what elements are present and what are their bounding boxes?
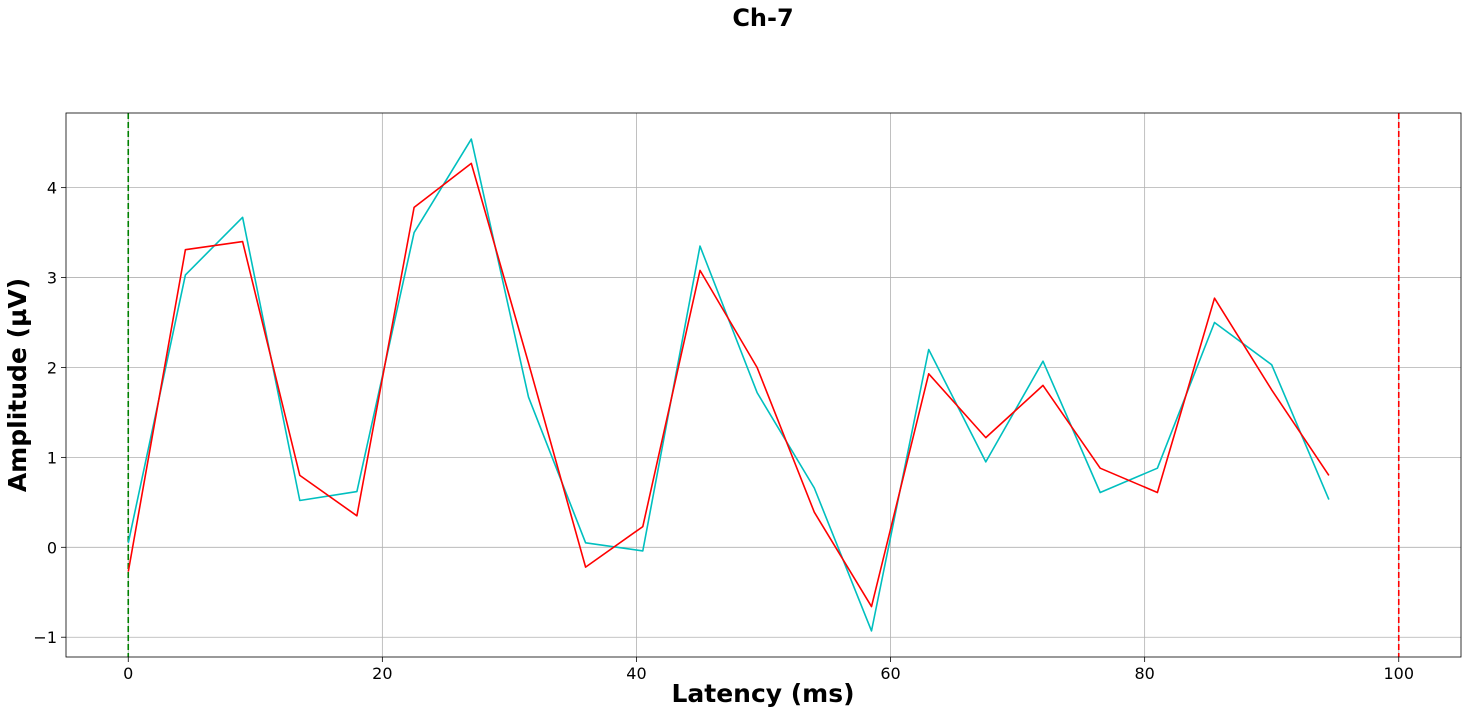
axis-ticks: 0 20 40 60 80 100 −1 0 1 2 3 4: [33, 179, 1414, 683]
x-tick-label: 40: [626, 664, 646, 683]
series-line-2: [127, 162, 1330, 608]
series-line-1: [127, 138, 1330, 632]
x-tick-label: 80: [1134, 664, 1154, 683]
plot-frame: [65, 112, 1462, 658]
y-tick-label: 2: [47, 358, 57, 377]
chart-title: Ch-7: [732, 4, 793, 32]
y-tick-label: 1: [47, 448, 57, 467]
y-tick-label: −1: [33, 628, 57, 647]
x-tick-label: 0: [123, 664, 133, 683]
x-tick-label: 100: [1383, 664, 1414, 683]
series-lines: [127, 138, 1330, 632]
x-axis-label: Latency (ms): [671, 679, 854, 708]
x-tick-label: 60: [880, 664, 900, 683]
y-axis-label: Amplitude (µV): [3, 278, 32, 492]
reference-lines: [127, 113, 1400, 657]
x-tick-label: 20: [372, 664, 392, 683]
y-tick-label: 3: [47, 269, 57, 288]
y-tick-label: 4: [47, 179, 57, 198]
y-tick-label: 0: [47, 538, 57, 557]
